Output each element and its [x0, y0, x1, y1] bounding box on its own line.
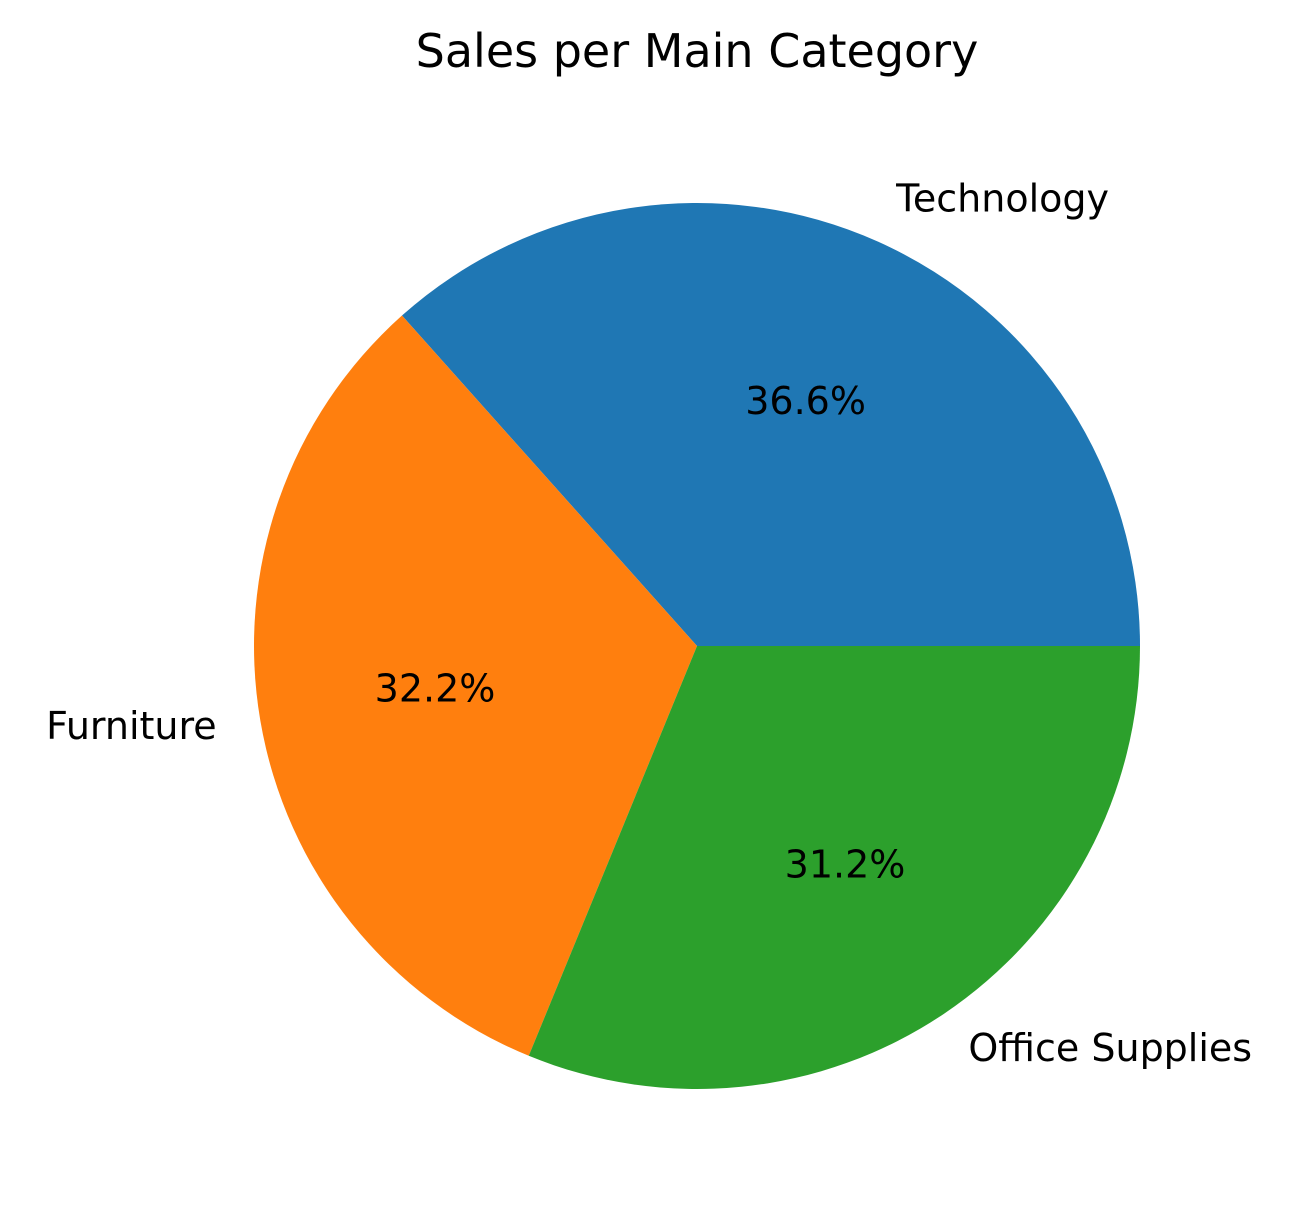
slice-label-technology: Technology: [895, 177, 1109, 221]
pie-labels: Technology 36.6% Furniture 32.2% Office Supp…: [46, 177, 1252, 1071]
slice-label-furniture: Furniture: [46, 704, 217, 748]
pct-label-furniture: 32.2%: [375, 666, 496, 710]
slice-office-supplies: [528, 646, 1140, 1089]
pie-slices: [254, 203, 1140, 1089]
pct-label-office-supplies: 31.2%: [785, 842, 906, 886]
slice-label-office-supplies: Office Supplies: [968, 1026, 1252, 1070]
chart-title: Sales per Main Category: [416, 24, 979, 78]
slice-technology: [401, 203, 1140, 646]
pct-label-technology: 36.6%: [745, 379, 866, 423]
slice-furniture: [254, 315, 698, 1056]
